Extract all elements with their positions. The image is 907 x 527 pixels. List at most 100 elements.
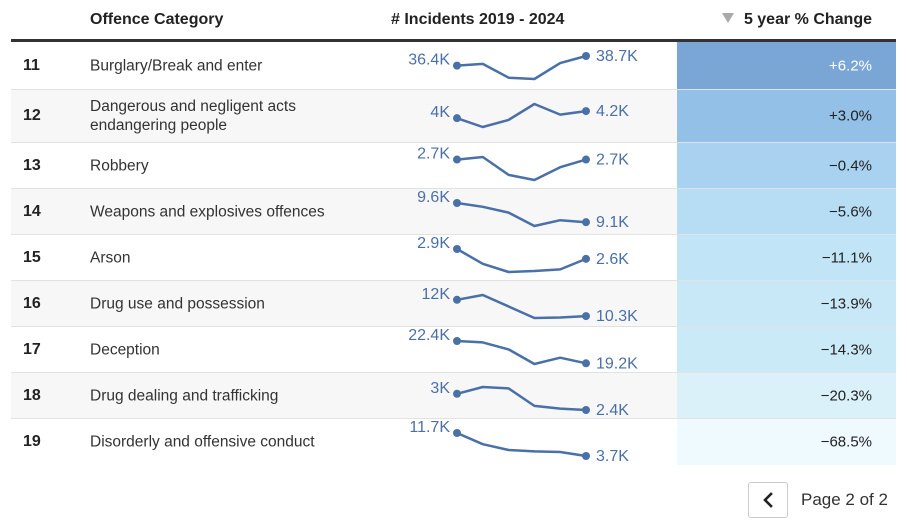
sparkline-path xyxy=(456,54,587,81)
table-row: 17 Deception 22.4K 19.2K −14.3% xyxy=(11,327,896,373)
change-cell: −20.3% xyxy=(677,373,896,418)
sparkline-start-point[interactable] xyxy=(453,199,461,207)
sparkline-start-point[interactable] xyxy=(453,114,461,123)
sparkline: 22.4K 19.2K xyxy=(408,327,638,372)
sparkline-start-point[interactable] xyxy=(453,337,461,345)
sparkline-end-point[interactable] xyxy=(582,218,590,227)
header-category[interactable]: Offence Category xyxy=(90,11,224,28)
sparkline-end-point[interactable] xyxy=(582,107,590,116)
sparkline-start-point[interactable] xyxy=(453,295,461,304)
start-value-label: 22.4K xyxy=(408,327,450,344)
change-cell: −5.6% xyxy=(677,189,896,234)
end-value-label: 19.2K xyxy=(596,355,638,372)
row-category: Disorderly and offensive conduct xyxy=(90,433,315,451)
sparkline-start-point[interactable] xyxy=(453,429,461,437)
sparkline-start-point[interactable] xyxy=(453,389,461,398)
sparkline-end-point[interactable] xyxy=(582,254,590,263)
sparkline: 4K 4.2K xyxy=(430,102,629,129)
sparkline: 12K 10.3K xyxy=(422,286,639,325)
row-rank: 19 xyxy=(23,433,41,450)
change-value: −13.9% xyxy=(820,295,872,312)
sparkline-end-point[interactable] xyxy=(582,312,590,321)
change-value: −5.6% xyxy=(829,203,872,220)
sparkline-path xyxy=(456,339,587,366)
sparkline: 36.4K 38.7K xyxy=(408,48,638,81)
change-value: −0.4% xyxy=(829,157,872,174)
sparkline: 2.7K 2.7K xyxy=(417,146,629,182)
table-row: 11 Burglary/Break and enter 36.4K 38.7K +6.2… xyxy=(11,42,896,90)
row-rank: 16 xyxy=(23,294,41,312)
end-value-label: 3.7K xyxy=(596,448,629,465)
sparkline-end-point[interactable] xyxy=(582,52,590,60)
header-change-label: 5 year % Change xyxy=(743,11,872,28)
row-category: Burglary/Break and enter xyxy=(90,57,263,74)
header-change[interactable]: 5 year % Change xyxy=(721,11,872,29)
table-row: 19 Disorderly and offensive conduct 11.7K 3… xyxy=(11,419,896,465)
change-cell: +3.0% xyxy=(677,90,896,142)
end-value-label: 2.6K xyxy=(596,251,629,268)
table-row: 14 Weapons and explosives offences 9.6K 9.1… xyxy=(11,189,896,235)
start-value-label: 11.7K xyxy=(409,419,450,436)
change-value: +3.0% xyxy=(829,107,872,125)
end-value-label: 10.3K xyxy=(596,308,638,325)
start-value-label: 4K xyxy=(430,104,450,121)
sparkline-path xyxy=(456,201,587,228)
row-category: Robbery xyxy=(90,157,149,174)
start-value-label: 2.9K xyxy=(417,235,450,252)
change-value: +6.2% xyxy=(829,57,872,74)
change-value: −14.3% xyxy=(820,341,872,358)
start-value-label: 12K xyxy=(422,286,451,303)
table-row: 15 Arson 2.9K 2.6K −11.1% xyxy=(11,235,896,281)
end-value-label: 9.1K xyxy=(596,214,629,231)
row-category: Drug dealing and trafficking xyxy=(90,387,279,404)
change-cell: −13.9% xyxy=(677,281,896,326)
start-value-label: 36.4K xyxy=(408,52,450,69)
sparkline-path xyxy=(456,155,587,182)
chevron-left-icon xyxy=(763,492,773,508)
sparkline-end-point[interactable] xyxy=(582,406,590,414)
sparkline-path xyxy=(456,385,587,412)
row-category: Weapons and explosives offences xyxy=(90,203,325,220)
change-cell: −14.3% xyxy=(677,327,896,372)
table-row: 12 Dangerous and negligent acts endangeri… xyxy=(11,90,896,143)
end-value-label: 4.2K xyxy=(596,103,629,120)
change-value: −68.5% xyxy=(820,433,872,451)
sparkline-end-point[interactable] xyxy=(582,452,590,460)
sparkline: 2.9K 2.6K xyxy=(417,235,629,274)
start-value-label: 2.7K xyxy=(417,146,450,163)
row-rank: 18 xyxy=(23,386,41,404)
row-rank: 14 xyxy=(23,202,41,220)
sparkline-end-point[interactable] xyxy=(582,155,590,164)
row-rank: 17 xyxy=(23,340,41,358)
row-category: Dangerous and negligent acts endangering… xyxy=(90,98,296,134)
table-row: 13 Robbery 2.7K 2.7K −0.4% xyxy=(11,143,896,189)
change-value: −20.3% xyxy=(820,387,872,404)
end-value-label: 2.4K xyxy=(596,402,629,419)
header-incidents[interactable]: # Incidents 2019 - 2024 xyxy=(391,11,565,28)
change-cell: +6.2% xyxy=(677,42,896,89)
end-value-label: 38.7K xyxy=(596,48,638,65)
table-row: 16 Drug use and possession 12K 10.3K −13.9% xyxy=(11,281,896,327)
sparkline-path xyxy=(456,247,587,274)
change-value: −11.1% xyxy=(821,249,872,266)
page-indicator: Page 2 of 2 xyxy=(801,490,888,509)
pagination: Page 2 of 2 xyxy=(748,481,888,519)
row-rank: 11 xyxy=(23,56,40,74)
sparkline: 9.6K 9.1K xyxy=(417,189,629,231)
row-category: Drug use and possession xyxy=(90,295,265,312)
sparkline-path xyxy=(456,293,587,320)
sparkline: 11.7K 3.7K xyxy=(409,419,629,465)
row-category: Arson xyxy=(90,249,131,266)
sparkline-path xyxy=(456,102,587,129)
row-category: Deception xyxy=(90,341,160,358)
row-rank: 15 xyxy=(23,248,41,266)
sparkline-start-point[interactable] xyxy=(453,155,461,164)
sparkline-start-point[interactable] xyxy=(453,61,461,70)
sparkline-start-point[interactable] xyxy=(453,245,461,253)
sparkline: 3K 2.4K xyxy=(430,380,629,419)
sparkline-path xyxy=(456,431,587,458)
sparkline-end-point[interactable] xyxy=(582,359,590,368)
change-cell: −68.5% xyxy=(677,419,896,465)
previous-page-button[interactable] xyxy=(748,482,788,518)
row-rank: 13 xyxy=(23,156,41,174)
